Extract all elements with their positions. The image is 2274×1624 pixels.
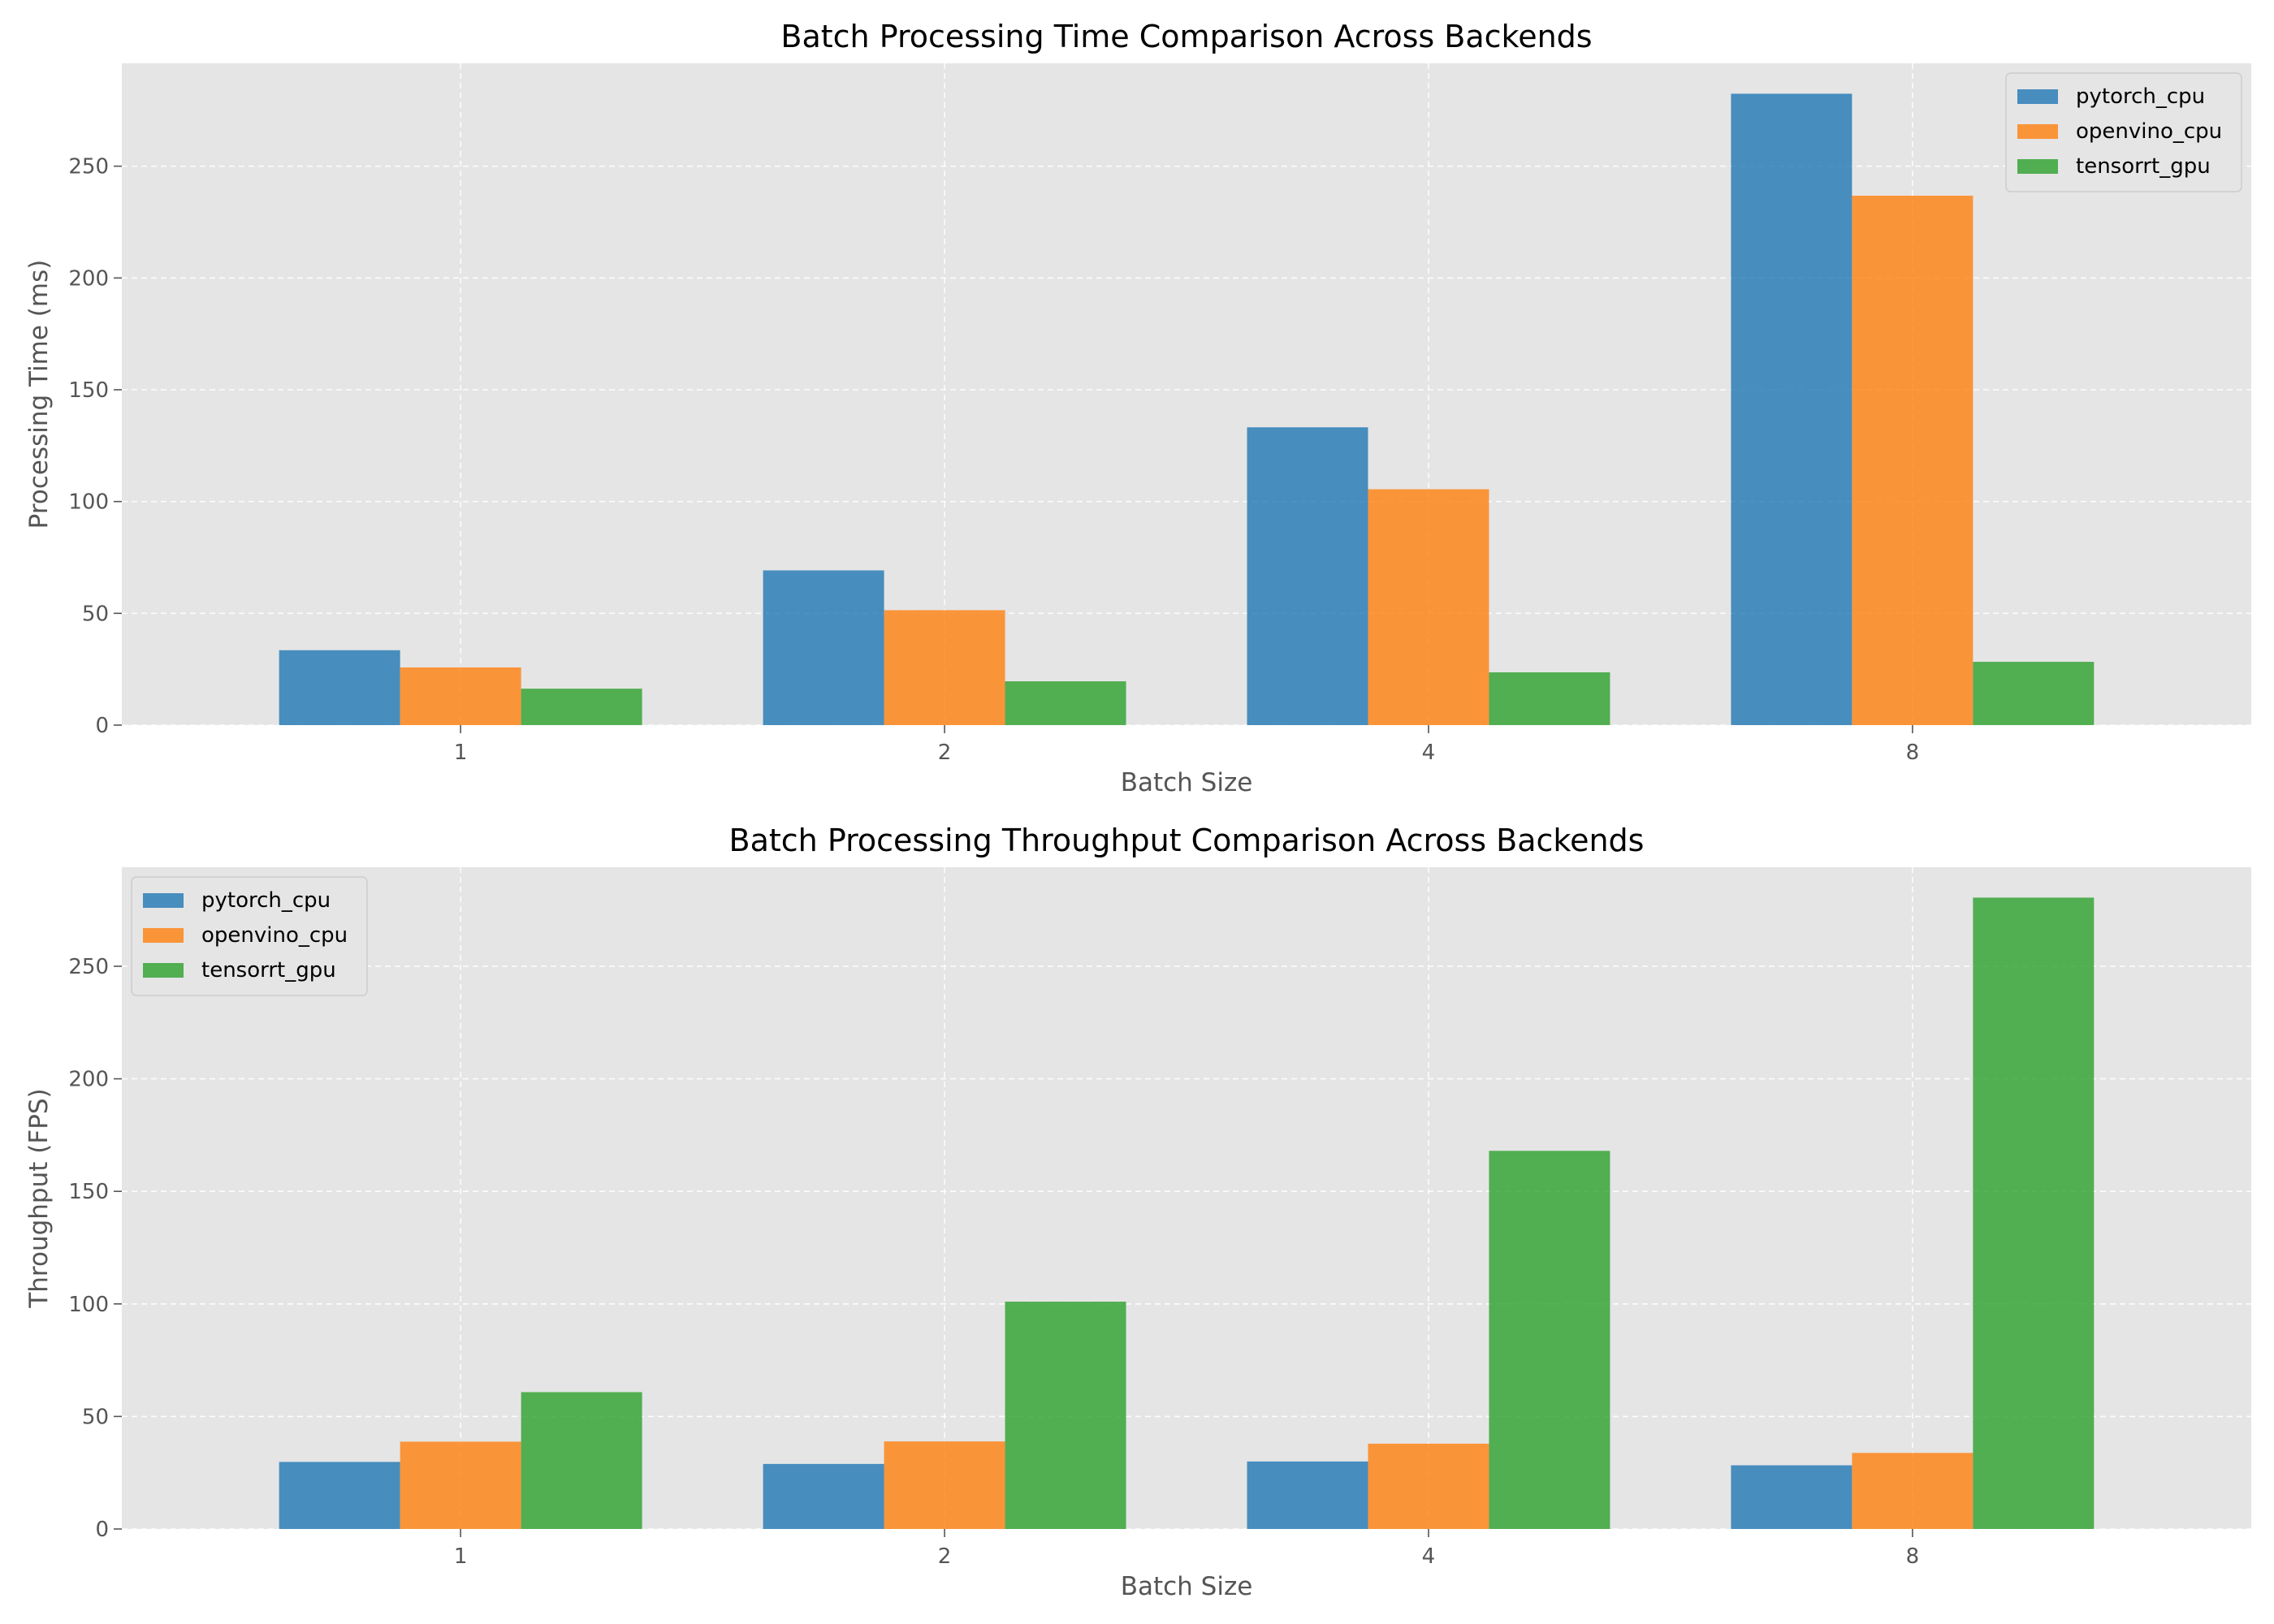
- y-axis-label: Throughput (FPS): [24, 1088, 54, 1308]
- x-tick-label: 1: [454, 741, 468, 765]
- y-tick-label: 50: [82, 602, 109, 626]
- chart-title: Batch Processing Throughput Comparison A…: [729, 823, 1645, 858]
- y-tick-label: 150: [68, 378, 109, 403]
- legend-label-openvino_cpu: openvino_cpu: [2076, 119, 2222, 144]
- y-tick-label: 200: [68, 1068, 109, 1092]
- bar-openvino_cpu-8: [1852, 196, 1974, 725]
- legend: pytorch_cpu openvino_cpu tensorrt_gpu: [131, 876, 368, 996]
- legend-label-tensorrt_gpu: tensorrt_gpu: [2076, 154, 2211, 179]
- bar-tensorrt_gpu-4: [1489, 1151, 1610, 1529]
- bar-openvino_cpu-2: [884, 1441, 1005, 1529]
- y-tick-label: 250: [68, 955, 109, 979]
- bar-tensorrt_gpu-8: [1973, 897, 2095, 1529]
- bar-pytorch_cpu-1: [279, 1462, 400, 1529]
- legend-swatch-openvino_cpu: [143, 928, 184, 943]
- legend-swatch-pytorch_cpu: [143, 893, 184, 908]
- x-tick-label: 4: [1422, 1544, 1436, 1569]
- bar-pytorch_cpu-4: [1247, 427, 1368, 725]
- bar-tensorrt_gpu-1: [521, 689, 642, 725]
- bar-openvino_cpu-2: [884, 610, 1005, 725]
- y-tick-label: 50: [82, 1405, 109, 1429]
- chart-title: Batch Processing Time Comparison Across …: [780, 19, 1592, 54]
- bar-tensorrt_gpu-2: [1005, 681, 1126, 725]
- bar-openvino_cpu-4: [1368, 1443, 1489, 1529]
- bar-tensorrt_gpu-4: [1489, 672, 1610, 725]
- bar-tensorrt_gpu-1: [521, 1392, 642, 1529]
- y-tick-label: 200: [68, 266, 109, 291]
- x-tick-label: 2: [938, 1544, 952, 1569]
- chart-2: 0 50 100 150 200 250 1 2 4 8 Batch Processing Thro…: [24, 823, 2251, 1601]
- bar-pytorch_cpu-2: [763, 1463, 884, 1529]
- bar-openvino_cpu-1: [400, 667, 521, 725]
- bar-pytorch_cpu-2: [763, 570, 884, 725]
- y-tick-label: 0: [95, 714, 109, 738]
- bar-openvino_cpu-4: [1368, 489, 1489, 725]
- legend-label-openvino_cpu: openvino_cpu: [201, 923, 348, 948]
- y-tick-label: 0: [95, 1518, 109, 1542]
- legend-label-pytorch_cpu: pytorch_cpu: [2076, 84, 2205, 109]
- x-axis-label: Batch Size: [1121, 768, 1253, 797]
- bar-pytorch_cpu-8: [1731, 1465, 1852, 1529]
- legend-label-pytorch_cpu: pytorch_cpu: [201, 888, 331, 913]
- x-tick-label: 4: [1422, 741, 1436, 765]
- legend-box: [2005, 72, 2242, 192]
- legend-swatch-openvino_cpu: [2017, 124, 2058, 139]
- y-axis-label: Processing Time (ms): [24, 260, 54, 529]
- bar-openvino_cpu-1: [400, 1441, 521, 1529]
- x-tick-label: 8: [1906, 1544, 1920, 1569]
- legend-label-tensorrt_gpu: tensorrt_gpu: [201, 958, 336, 983]
- legend-swatch-tensorrt_gpu: [143, 963, 184, 978]
- bar-pytorch_cpu-8: [1731, 93, 1852, 726]
- x-tick-label: 2: [938, 741, 952, 765]
- x-tick-label: 8: [1906, 741, 1920, 765]
- y-tick-label: 100: [68, 490, 109, 515]
- legend-swatch-tensorrt_gpu: [2017, 159, 2058, 174]
- bar-pytorch_cpu-1: [279, 650, 400, 725]
- x-tick-label: 1: [454, 1544, 468, 1569]
- legend-box: [131, 876, 368, 996]
- legend: pytorch_cpu openvino_cpu tensorrt_gpu: [2005, 72, 2242, 192]
- chart-1: 0 50 100 150 200 250 1 2 4 8 Batch Processing Time…: [24, 19, 2251, 797]
- y-tick-label: 150: [68, 1180, 109, 1204]
- plot-area: [122, 867, 2251, 1529]
- legend-swatch-pytorch_cpu: [2017, 89, 2058, 104]
- y-tick-label: 100: [68, 1293, 109, 1317]
- bar-pytorch_cpu-4: [1247, 1461, 1368, 1529]
- y-tick-label: 250: [68, 155, 109, 179]
- bar-tensorrt_gpu-8: [1973, 662, 2095, 725]
- bar-openvino_cpu-8: [1852, 1453, 1974, 1529]
- x-axis-label: Batch Size: [1121, 1572, 1253, 1601]
- bar-tensorrt_gpu-2: [1005, 1302, 1126, 1529]
